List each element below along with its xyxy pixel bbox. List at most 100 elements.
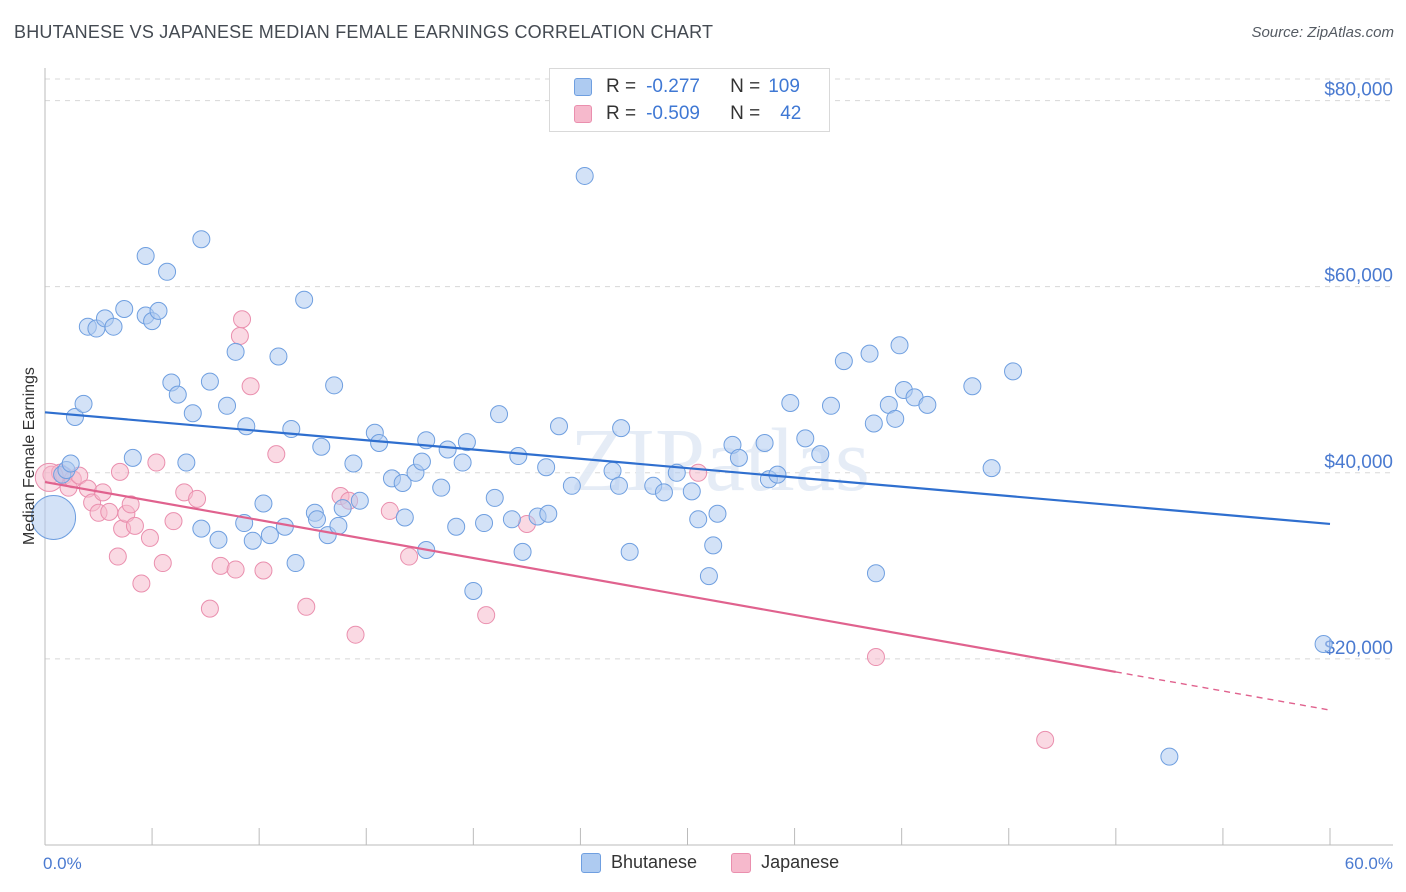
x-axis-ticks	[151, 828, 1331, 845]
japanese-point	[125, 516, 144, 535]
bhutanese-point	[243, 531, 262, 550]
bhutanese-point	[890, 336, 909, 355]
japanese-point	[380, 501, 399, 520]
bhutanese-point	[502, 510, 521, 529]
japanese-points	[34, 310, 1055, 749]
bhutanese-point	[149, 301, 168, 320]
bhutanese-point	[682, 482, 701, 501]
bhutanese-point	[575, 166, 594, 185]
japanese-point	[153, 554, 172, 573]
bhutanese-point	[453, 453, 472, 472]
japanese-point	[346, 625, 365, 644]
legend-r-label: R =	[606, 76, 637, 97]
bhutanese-point	[834, 352, 853, 371]
bhutanese-point	[755, 434, 774, 453]
bhutanese-point	[237, 417, 256, 436]
bhutanese-point	[1004, 362, 1023, 381]
bhutanese-point	[539, 504, 558, 523]
bhutanese-point	[218, 396, 237, 415]
japanese-point	[188, 489, 207, 508]
bhutanese-point	[609, 476, 628, 495]
japanese-point	[866, 648, 885, 667]
japanese-point	[100, 502, 119, 521]
legend-r-value: -0.509	[646, 103, 700, 124]
japanese-trend-extension	[1115, 671, 1331, 711]
legend-n-value: 42	[780, 103, 802, 124]
bhutanese-point	[395, 508, 414, 527]
legend-item-bhutanese: Bhutanese	[581, 852, 697, 873]
bhutanese-point	[344, 454, 363, 473]
bhutanese-point	[438, 440, 457, 459]
bhutanese-point	[74, 394, 93, 413]
bhutanese-point	[821, 396, 840, 415]
bhutanese-point	[333, 499, 352, 518]
bhutanese-point	[811, 445, 830, 464]
bhutanese-point	[412, 452, 431, 471]
bhutanese-point	[123, 448, 142, 467]
series-legend: Bhutanese Japanese	[581, 852, 873, 873]
bhutanese-point	[620, 542, 639, 561]
bhutanese-point	[432, 478, 451, 497]
y-tick-label: $60,000	[1324, 266, 1393, 287]
bhutanese-point	[254, 494, 273, 513]
chart-title: BHUTANESE VS JAPANESE MEDIAN FEMALE EARN…	[14, 22, 714, 42]
bhutanese-point	[295, 290, 314, 309]
bhutanese-point	[708, 504, 727, 523]
bhutanese-point	[1160, 747, 1179, 766]
bhutanese-point	[457, 433, 476, 452]
japanese-point	[108, 547, 127, 566]
bhutanese-point	[729, 448, 748, 467]
bhutanese-point	[537, 458, 556, 477]
y-tick-label: $20,000	[1324, 638, 1393, 659]
bhutanese-point	[209, 530, 228, 549]
y-tick-label: $40,000	[1324, 452, 1393, 473]
legend-row-japanese: R = -0.509 N = 42	[574, 101, 801, 127]
bhutanese-point	[177, 453, 196, 472]
bhutanese-point	[158, 262, 177, 281]
japanese-point	[477, 606, 496, 625]
y-tick-label: $80,000	[1324, 80, 1393, 101]
grid-lines	[45, 78, 1393, 660]
japanese-point	[1036, 730, 1055, 749]
bhutanese-point	[192, 230, 211, 249]
bhutanese-point	[612, 419, 631, 438]
japanese-point	[140, 528, 159, 547]
japanese-point	[200, 599, 219, 618]
japanese-point	[226, 560, 245, 579]
bhutanese-point	[699, 567, 718, 586]
bhutanese-point	[104, 317, 123, 336]
japanese-point	[241, 377, 260, 396]
bhutanese-point	[796, 429, 815, 448]
bhutanese-point	[447, 517, 466, 536]
legend-row-bhutanese: R = -0.277 N = 109	[574, 74, 800, 100]
y-axis-tick-labels: $20,000 $40,000 $60,000 $80,000	[1324, 80, 1393, 659]
bhutanese-point	[393, 474, 412, 493]
bhutanese-point	[509, 447, 528, 466]
japanese-point	[689, 463, 708, 482]
bhutanese-point	[31, 494, 77, 540]
legend-n-label: N =	[730, 76, 761, 97]
bhutanese-swatch	[574, 78, 592, 96]
bhutanese-point	[1314, 635, 1333, 654]
bhutanese-trend-line	[44, 411, 1331, 526]
bhutanese-point	[192, 519, 211, 538]
japanese-point	[400, 547, 419, 566]
bhutanese-point	[550, 417, 568, 436]
japanese-point	[211, 556, 230, 575]
x-tick-label-min: 0.0%	[43, 854, 82, 873]
bhutanese-point	[464, 581, 483, 600]
bhutanese-point	[704, 536, 723, 555]
legend-label-bhutanese: Bhutanese	[611, 852, 698, 872]
y-axis-label: Median Female Earnings	[21, 367, 38, 545]
bhutanese-point	[65, 407, 84, 426]
japanese-point	[132, 574, 151, 593]
bhutanese-point	[963, 377, 982, 396]
bhutanese-point	[918, 395, 937, 414]
bhutanese-point	[329, 516, 348, 535]
bhutanese-point	[286, 554, 305, 573]
japanese-trend-line	[44, 481, 1117, 674]
japanese-swatch	[574, 105, 592, 123]
japanese-point	[267, 445, 286, 464]
bhutanese-point	[226, 342, 245, 361]
bhutanese-point	[269, 347, 288, 366]
